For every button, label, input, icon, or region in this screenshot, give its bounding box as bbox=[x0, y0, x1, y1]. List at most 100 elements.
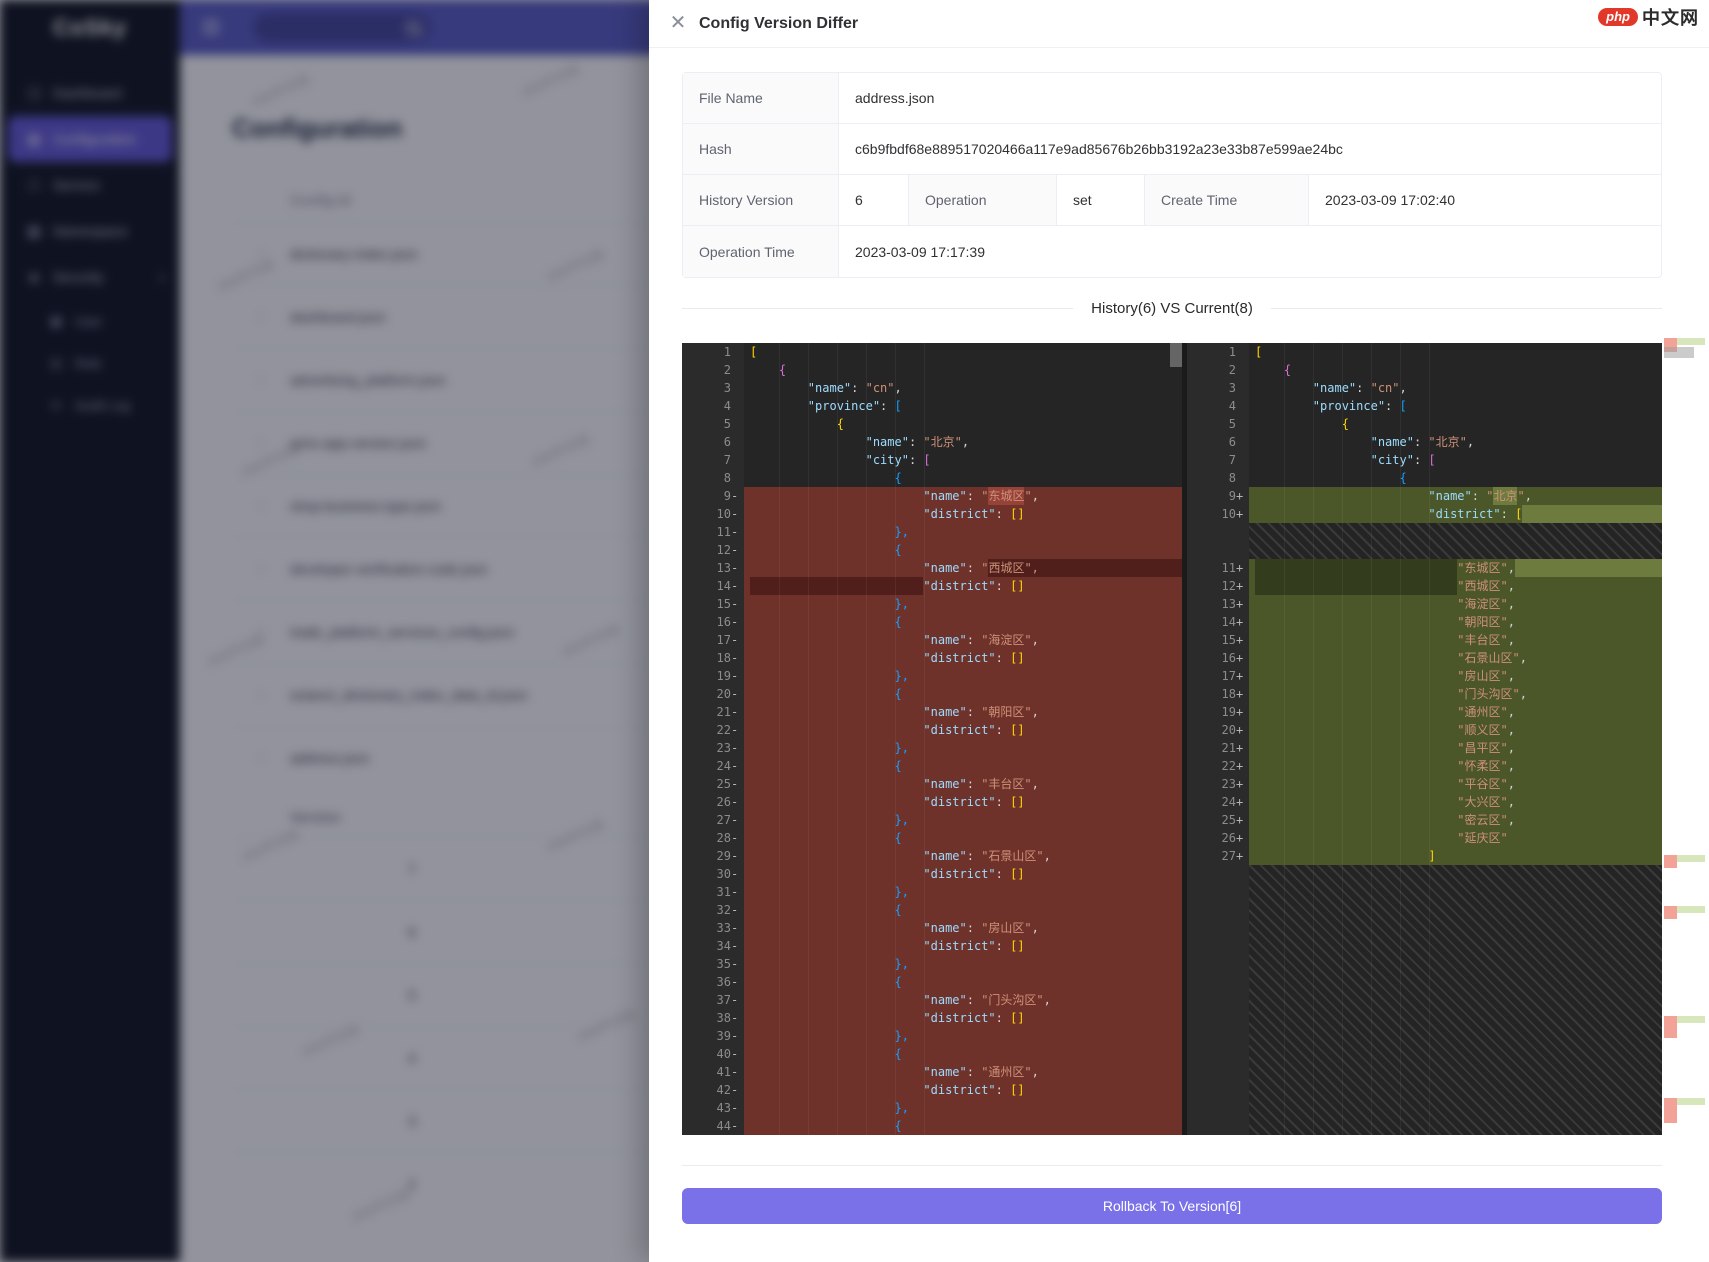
code-line: 17 + "房山区", bbox=[1187, 667, 1662, 685]
config-row[interactable]: › trade_platform_services_config.json bbox=[232, 600, 792, 663]
code-line: 19- }, bbox=[682, 667, 1182, 685]
config-row[interactable]: › dictionary-index.json bbox=[232, 222, 792, 285]
version-row[interactable]: 6 bbox=[232, 900, 792, 963]
code-line: 11 + "东城区", bbox=[1187, 559, 1662, 577]
php-logo-badge: php bbox=[1598, 8, 1638, 26]
version-row[interactable]: 5 bbox=[232, 963, 792, 1026]
modal-backdrop[interactable] bbox=[0, 0, 649, 1262]
config-row[interactable]: › developer-verification-code.json bbox=[232, 537, 792, 600]
code-line: 19 + "通州区", bbox=[1187, 703, 1662, 721]
chevron-icon[interactable]: › bbox=[258, 497, 264, 514]
chevron-icon[interactable]: › bbox=[258, 686, 264, 703]
php-cn-text: 中文网 bbox=[1642, 8, 1699, 28]
code-line: 4 "province": [ bbox=[1187, 397, 1662, 415]
code-line: 16 + "石景山区", bbox=[1187, 649, 1662, 667]
code-line: 2 { bbox=[682, 361, 1182, 379]
user-icon: ◉ bbox=[49, 313, 63, 330]
code-line: 20 + "顺义区", bbox=[1187, 721, 1662, 739]
diff-header-divider: History(6) VS Current(8) bbox=[682, 300, 1663, 317]
code-line: 23- }, bbox=[682, 739, 1182, 757]
code-line: 5 { bbox=[682, 415, 1182, 433]
create-time-value: 2023-03-09 17:02:40 bbox=[1309, 175, 1661, 226]
config-table-header: Config Id bbox=[290, 192, 351, 208]
sidebar-menu: ◳ Dashboard ▤ Configuration ⬡ Service ▦ Namespa… bbox=[0, 70, 180, 426]
code-line: 8 { bbox=[682, 469, 1182, 487]
role-icon: ◎ bbox=[49, 355, 63, 372]
code-line: 7 "city": [ bbox=[682, 451, 1182, 469]
search-input[interactable] bbox=[254, 13, 430, 42]
rollback-button[interactable]: Rollback To Version[6] bbox=[682, 1188, 1662, 1224]
file-name-value: address.json bbox=[839, 73, 1661, 124]
audit-log-icon: ≡ bbox=[51, 396, 61, 414]
version-row[interactable]: 3 bbox=[232, 1089, 792, 1152]
version-row[interactable]: 2 bbox=[232, 1152, 792, 1215]
close-icon[interactable]: ✕ bbox=[669, 11, 687, 34]
security-icon: ◈ bbox=[28, 269, 40, 286]
version-row[interactable]: 7 bbox=[232, 837, 792, 900]
config-row[interactable]: › extanct_dictionary_index_data_id.json bbox=[232, 663, 792, 726]
scrollbar-thumb[interactable] bbox=[1170, 343, 1182, 367]
code-line: 21- "name": "朝阳区", bbox=[682, 703, 1182, 721]
code-line: 13 + "海淀区", bbox=[1187, 595, 1662, 613]
code-line: 6 "name": "北京", bbox=[1187, 433, 1662, 451]
code-line: 25- "name": "丰台区", bbox=[682, 775, 1182, 793]
code-line: 31- }, bbox=[682, 883, 1182, 901]
config-table: Config Id › dictionary-index.json › dashboa… bbox=[232, 178, 792, 1215]
chevron-icon[interactable]: › bbox=[258, 434, 264, 451]
chevron-icon[interactable]: › bbox=[258, 560, 264, 577]
configuration-icon: ▤ bbox=[26, 131, 42, 148]
file-name-label: File Name bbox=[683, 73, 839, 124]
code-line: 28- { bbox=[682, 829, 1182, 847]
hamburger-menu-icon[interactable] bbox=[202, 20, 220, 34]
sidebar-item-security[interactable]: ◈ Security ∧ bbox=[0, 254, 180, 300]
sidebar-subitem-role[interactable]: ◎ Role bbox=[49, 355, 102, 372]
code-line: 15 + "丰台区", bbox=[1187, 631, 1662, 649]
sidebar-item-namespace[interactable]: ▦ Namespace bbox=[26, 223, 128, 240]
page-title: Configuration bbox=[232, 113, 403, 143]
dashboard-icon: ◳ bbox=[26, 85, 42, 102]
chevron-icon[interactable]: › bbox=[258, 371, 264, 388]
code-line: 42- "district": [] bbox=[682, 1081, 1182, 1099]
code-line: 3 "name": "cn", bbox=[682, 379, 1182, 397]
code-line: 3 "name": "cn", bbox=[1187, 379, 1662, 397]
code-line: 24- { bbox=[682, 757, 1182, 775]
config-row[interactable]: › wms-app-version.json bbox=[232, 411, 792, 474]
diff-sash[interactable] bbox=[1182, 343, 1187, 1135]
diff-spacer bbox=[1187, 523, 1662, 559]
sidebar-item-configuration[interactable]: ▤ Configuration bbox=[8, 116, 172, 162]
sidebar-subitem-audit-log[interactable]: ≡ Audit Log bbox=[0, 384, 180, 426]
code-line: 29- "name": "石景山区", bbox=[682, 847, 1182, 865]
diff-pane-current[interactable]: 1[2 {3 "name": "cn", 4 "province": [5 {6 … bbox=[1187, 343, 1662, 1135]
diff-pane-history[interactable]: 1[2 {3 "name": "cn", 4 "province": [5 {6 … bbox=[682, 343, 1182, 1135]
config-row[interactable]: › shop-business-type.json bbox=[232, 474, 792, 537]
config-row[interactable]: › dashboard.json bbox=[232, 285, 792, 348]
code-line: 14 + "朝阳区", bbox=[1187, 613, 1662, 631]
sidebar-item-service[interactable]: ⬡ Service bbox=[27, 177, 100, 194]
chevron-icon[interactable]: › bbox=[258, 623, 264, 640]
code-line: 2 { bbox=[1187, 361, 1662, 379]
code-line: 11- }, bbox=[682, 523, 1182, 541]
sidebar-subitem-user[interactable]: ◉ User bbox=[49, 313, 103, 330]
code-line: 9- "name": " 东城区 ", bbox=[682, 487, 1182, 505]
code-line: 6 "name": "北京", bbox=[682, 433, 1182, 451]
config-row[interactable]: › address.json bbox=[232, 726, 792, 789]
app-logo: CoSky bbox=[53, 15, 127, 40]
code-line: 41- "name": "通州区", bbox=[682, 1063, 1182, 1081]
chevron-icon[interactable]: › bbox=[258, 245, 264, 262]
code-line: 12 + "西城区", bbox=[1187, 577, 1662, 595]
code-line: 38- "district": [] bbox=[682, 1009, 1182, 1027]
diff-spacer bbox=[1187, 865, 1662, 1135]
service-icon: ⬡ bbox=[27, 177, 41, 194]
code-line: 10 + "district": [ bbox=[1187, 505, 1662, 523]
sidebar-item-dashboard[interactable]: ◳ Dashboard bbox=[26, 85, 122, 102]
operation-time-label: Operation Time bbox=[683, 226, 839, 277]
config-row[interactable]: › advertising_platform.json bbox=[232, 348, 792, 411]
code-line: 12- { bbox=[682, 541, 1182, 559]
chevron-icon[interactable]: › bbox=[258, 308, 264, 325]
code-line: 7 "city": [ bbox=[1187, 451, 1662, 469]
code-line: 43- }, bbox=[682, 1099, 1182, 1117]
code-line: 27- }, bbox=[682, 811, 1182, 829]
code-line: 21 + "昌平区", bbox=[1187, 739, 1662, 757]
version-row[interactable]: 4 bbox=[232, 1026, 792, 1089]
